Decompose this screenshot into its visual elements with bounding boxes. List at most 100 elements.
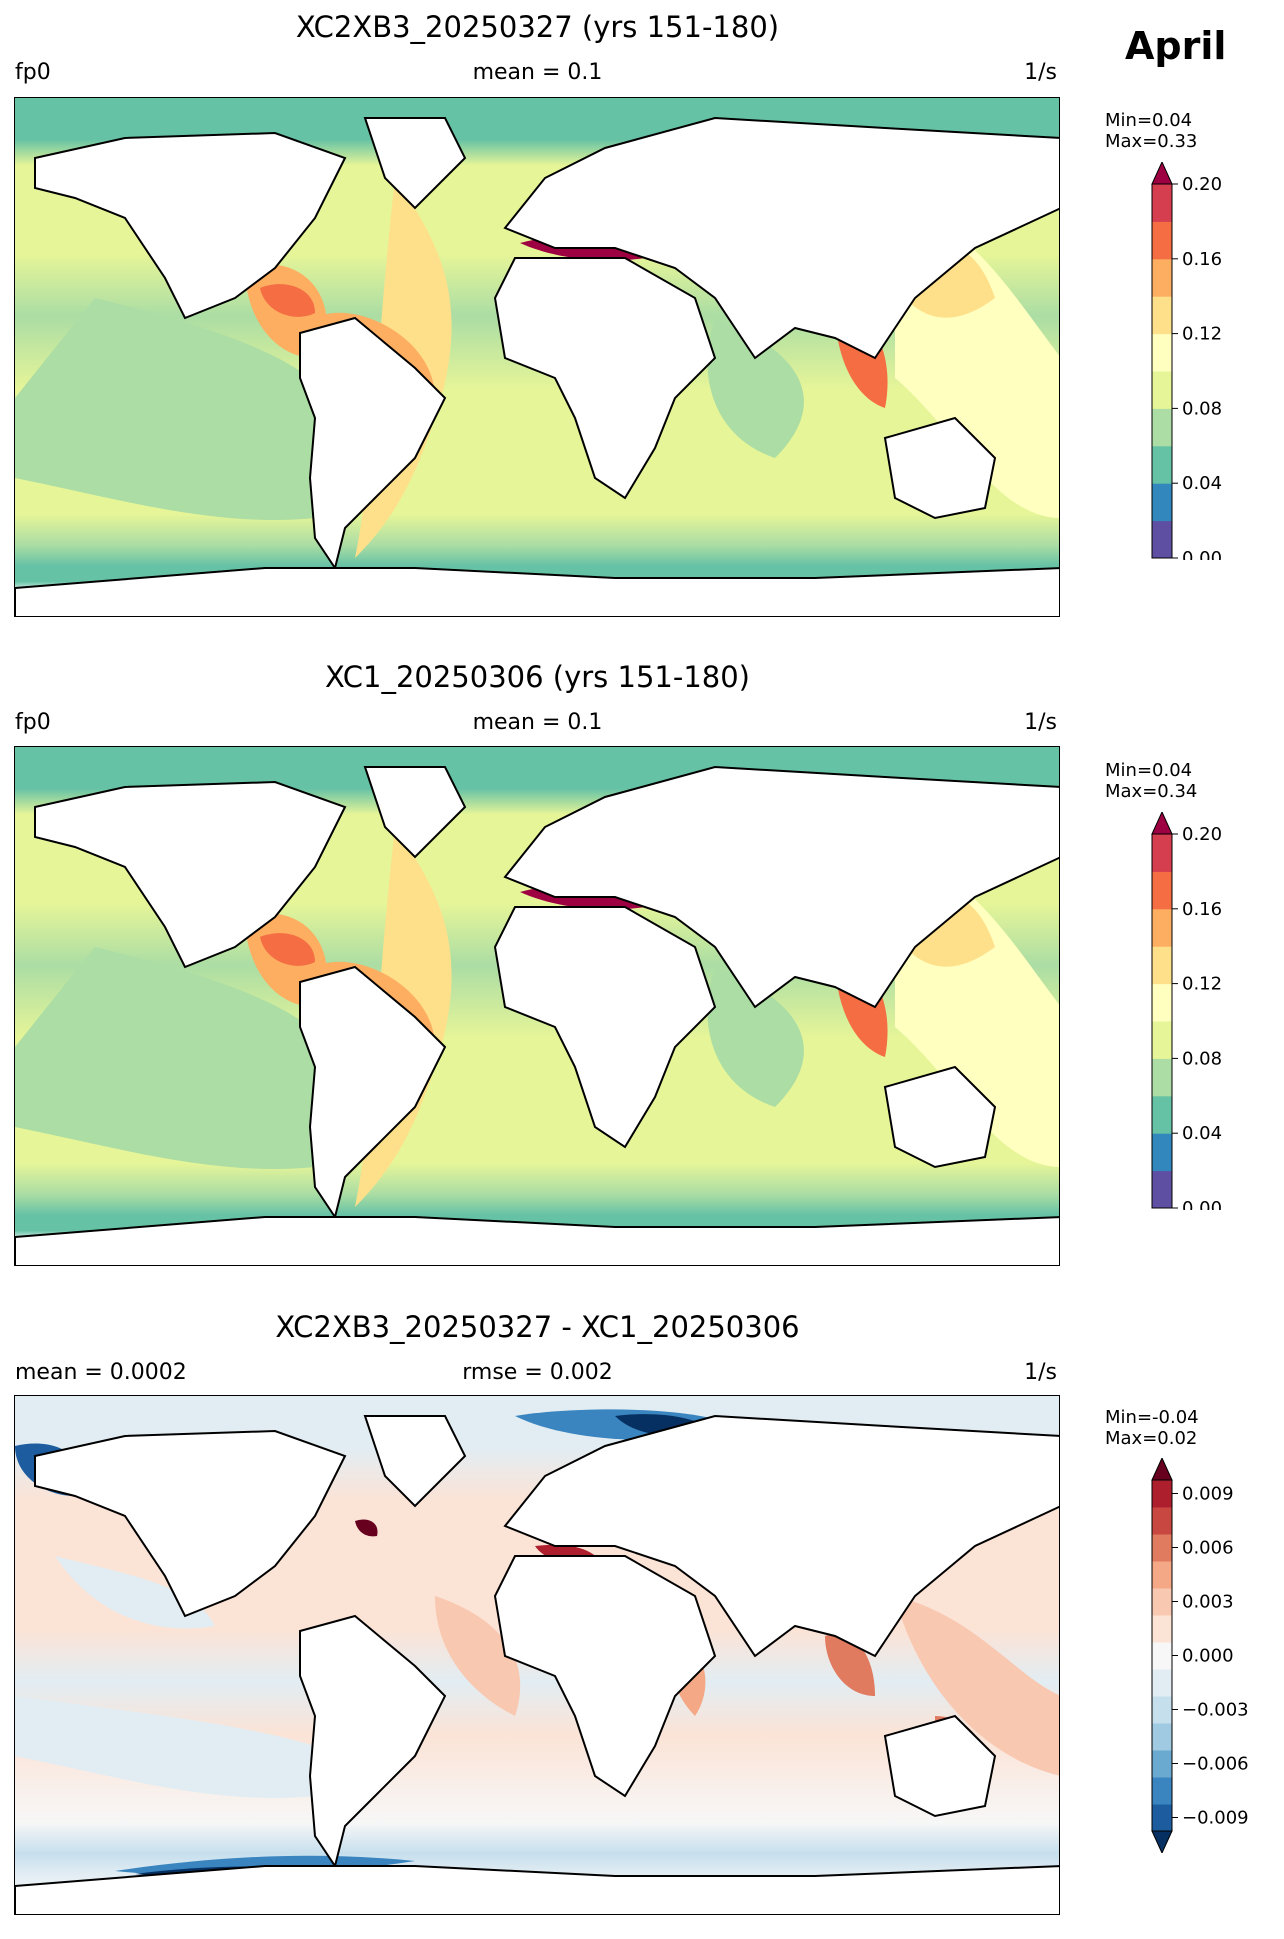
panel-title: XC2XB3_20250327 - XC1_20250306 bbox=[275, 1310, 800, 1344]
continent-australia bbox=[883, 416, 997, 520]
colorbar-segment bbox=[1152, 946, 1172, 985]
colorbar-segment bbox=[1152, 1642, 1172, 1670]
panel-title: XC2XB3_20250327 (yrs 151-180) bbox=[295, 10, 780, 44]
colorbar-min-label: Min=-0.04 bbox=[1105, 1407, 1199, 1428]
continent-north-america bbox=[34, 131, 347, 320]
month-label: April bbox=[1125, 24, 1227, 68]
continent-antarctica bbox=[15, 567, 1059, 616]
continent-eurasia bbox=[503, 116, 1059, 360]
continent-greenland bbox=[363, 1415, 467, 1508]
colorbar-segment bbox=[1152, 1507, 1172, 1535]
colorbar-segment bbox=[1152, 1615, 1172, 1643]
units-label: 1/s bbox=[1024, 1360, 1057, 1385]
colorbar-segment bbox=[1152, 1021, 1172, 1059]
colorbar-tick-label: 0.16 bbox=[1182, 899, 1222, 920]
colorbar-segment bbox=[1152, 1133, 1172, 1172]
continent-australia bbox=[883, 1065, 997, 1169]
continent-eurasia bbox=[503, 1414, 1059, 1658]
colorbar-segment bbox=[1152, 483, 1172, 522]
colorbar-tick-label: −0.009 bbox=[1182, 1808, 1249, 1829]
colorbar-tick-label: 0.12 bbox=[1182, 324, 1222, 345]
colorbar-segment bbox=[1152, 834, 1172, 872]
colorbar: 0.00 0.04 0.08 0.12 0.16 0.20 bbox=[1136, 160, 1266, 569]
colorbar-tick-label: 0.20 bbox=[1182, 174, 1222, 195]
colorbar-segment bbox=[1152, 408, 1172, 447]
colorbar-segment bbox=[1152, 184, 1172, 222]
continent-africa bbox=[493, 1555, 717, 1798]
colorbar-segment bbox=[1152, 1777, 1172, 1805]
units-label: 1/s bbox=[1024, 710, 1057, 735]
colorbar-tick-label: 0.000 bbox=[1182, 1646, 1234, 1667]
colorbar-segment bbox=[1152, 1095, 1172, 1134]
colorbar-tick-label: −0.006 bbox=[1182, 1754, 1249, 1775]
continent-south-america bbox=[299, 1614, 447, 1869]
colorbar-segment bbox=[1152, 258, 1172, 297]
colorbar-min-label: Min=0.04 bbox=[1105, 110, 1193, 131]
variable-label: fp0 bbox=[15, 60, 51, 85]
continent-north-america bbox=[34, 780, 347, 969]
colorbar-segment bbox=[1152, 1534, 1172, 1562]
units-label: 1/s bbox=[1024, 60, 1057, 85]
world-map bbox=[14, 746, 1060, 1266]
colorbar-extend-arrow bbox=[1151, 1830, 1173, 1855]
colorbar-tick-label: 0.20 bbox=[1182, 824, 1222, 845]
colorbar-segment bbox=[1152, 1561, 1172, 1589]
colorbar-tick-label: 0.003 bbox=[1182, 1592, 1234, 1613]
continent-north-america bbox=[34, 1429, 347, 1618]
colorbar-segment bbox=[1152, 221, 1172, 260]
colorbar-tick-label: 0.08 bbox=[1182, 1048, 1222, 1069]
mean-label: mean = 0.1 bbox=[472, 60, 603, 85]
colorbar-segment bbox=[1152, 445, 1172, 484]
colorbar-tick-label: 0.00 bbox=[1182, 548, 1222, 560]
colorbar-extend-arrow bbox=[1151, 160, 1173, 185]
colorbar-outline bbox=[1151, 183, 1173, 559]
colorbar-segment bbox=[1152, 1696, 1172, 1724]
colorbar-segment bbox=[1152, 908, 1172, 947]
world-map bbox=[14, 1395, 1060, 1915]
continent-south-america bbox=[299, 316, 447, 571]
colorbar-segment bbox=[1152, 1723, 1172, 1751]
colorbar-tick-label: 0.00 bbox=[1182, 1198, 1222, 1210]
colorbar-tick-label: −0.003 bbox=[1182, 1700, 1249, 1721]
colorbar-max-label: Max=0.34 bbox=[1105, 781, 1198, 802]
colorbar-segment bbox=[1152, 871, 1172, 910]
colorbar-segment bbox=[1152, 1804, 1172, 1832]
colorbar-tick-label: 0.12 bbox=[1182, 974, 1222, 995]
colorbar-tick-label: 0.006 bbox=[1182, 1538, 1234, 1559]
colorbar-tick-label: 0.04 bbox=[1182, 1123, 1222, 1144]
colorbar-segment bbox=[1152, 333, 1172, 372]
colorbar-outline bbox=[1151, 833, 1173, 1209]
continent-eurasia bbox=[503, 765, 1059, 1009]
colorbar-segment bbox=[1152, 1588, 1172, 1616]
world-map bbox=[14, 97, 1060, 617]
colorbar-tick-label: 0.009 bbox=[1182, 1484, 1234, 1505]
colorbar-segment bbox=[1152, 1480, 1172, 1508]
panel-title: XC1_20250306 (yrs 151-180) bbox=[325, 660, 750, 694]
colorbar: 0.00 0.04 0.08 0.12 0.16 0.20 bbox=[1136, 810, 1266, 1219]
colorbar-tick-label: 0.16 bbox=[1182, 249, 1222, 270]
continent-africa bbox=[493, 257, 717, 500]
continent-greenland bbox=[363, 766, 467, 859]
colorbar-segment bbox=[1152, 520, 1172, 559]
colorbar-tick-label: 0.08 bbox=[1182, 398, 1222, 419]
mean-label: mean = 0.1 bbox=[472, 710, 603, 735]
colorbar-segment bbox=[1152, 371, 1172, 409]
colorbar-segment bbox=[1152, 1170, 1172, 1209]
colorbar-max-label: Max=0.33 bbox=[1105, 131, 1198, 152]
continent-greenland bbox=[363, 117, 467, 210]
colorbar-segment bbox=[1152, 1750, 1172, 1778]
colorbar-extend-arrow bbox=[1151, 810, 1173, 835]
colorbar-segment bbox=[1152, 296, 1172, 335]
continent-africa bbox=[493, 906, 717, 1149]
variable-label: fp0 bbox=[15, 710, 51, 735]
rmse-label: rmse = 0.002 bbox=[462, 1360, 613, 1385]
colorbar: −0.009 −0.006 −0.003 0.000 0.003 0.006 0.009 bbox=[1136, 1456, 1266, 1855]
colorbar-segment bbox=[1152, 1669, 1172, 1697]
continent-antarctica bbox=[15, 1216, 1059, 1265]
continent-australia bbox=[883, 1714, 997, 1818]
colorbar-segment bbox=[1152, 1058, 1172, 1097]
colorbar-tick-label: 0.04 bbox=[1182, 473, 1222, 494]
colorbar-max-label: Max=0.02 bbox=[1105, 1428, 1198, 1449]
continent-south-america bbox=[299, 965, 447, 1220]
colorbar-extend-arrow bbox=[1151, 1456, 1173, 1481]
